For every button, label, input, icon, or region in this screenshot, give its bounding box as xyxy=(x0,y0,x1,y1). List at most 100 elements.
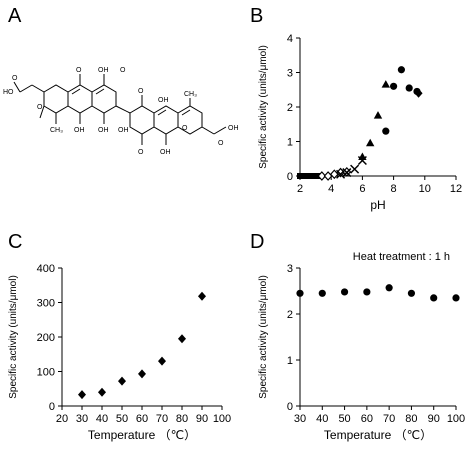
data-point-square xyxy=(300,173,307,179)
atom-o-bottom-1: O xyxy=(120,67,126,74)
data-point-diamond xyxy=(98,387,106,397)
y-tick-label: 3 xyxy=(287,263,293,275)
atom-ch3-right: CH₃ xyxy=(184,91,197,98)
chart-temperature-activity: 20 30 40 50 60 70 80 90 100 0 100 200 300 400 Tempera… xyxy=(8,263,232,442)
x-tick-label: 30 xyxy=(76,413,88,425)
x-tick-label: 70 xyxy=(156,413,168,425)
panel-label-d: D xyxy=(250,231,265,253)
data-point-diamond xyxy=(138,369,146,379)
x-tick-label: 12 xyxy=(450,183,462,195)
y-tick-label: 4 xyxy=(287,33,293,45)
atom-o-ring-left: O xyxy=(37,104,43,111)
chart-annotation: Heat treatment : 1 h xyxy=(353,251,450,263)
data-point-square xyxy=(303,173,310,179)
molecule-atom-labels: O OH OH OH O O O OH OH O HO O OH O CH₃ C… xyxy=(3,67,239,156)
x-tick-label: 80 xyxy=(176,413,188,425)
y-axis-label: Specific activity (units/μmol) xyxy=(258,45,269,169)
data-point-circle xyxy=(407,289,416,297)
data-point-diamond xyxy=(118,376,126,386)
data-point-circle xyxy=(318,289,326,297)
x-tick-label: 40 xyxy=(96,413,108,425)
data-point-circle xyxy=(385,284,393,292)
tick-group: 20 30 40 50 60 70 80 90 100 0 100 200 300 400 xyxy=(37,263,232,425)
x-tick-label: 30 xyxy=(294,413,306,425)
x-tick-label: 90 xyxy=(196,413,208,425)
panel-label-c: C xyxy=(8,231,23,253)
data-point-square xyxy=(297,173,303,179)
x-tick-label: 50 xyxy=(338,413,350,425)
x-tick-label: 2 xyxy=(297,183,303,195)
x-tick-label: 100 xyxy=(447,413,465,425)
atom-oh-2: OH xyxy=(98,127,109,134)
x-tick-label: 20 xyxy=(56,413,68,425)
molecule-structure: O OH OH OH O O O OH OH O HO O OH O CH₃ C… xyxy=(3,67,239,156)
chart-heat-stability: 30 40 50 60 70 80 90 100 0 1 2 3 Heat treatment : 1… xyxy=(258,251,465,442)
marks-group xyxy=(78,291,206,400)
data-point-square xyxy=(306,173,313,179)
x-tick-label: 100 xyxy=(213,413,231,425)
data-point-circle xyxy=(397,66,405,74)
atom-acid-right: OH xyxy=(228,125,239,132)
atom-o-ring-right: O xyxy=(182,125,188,132)
data-point-diamond-open xyxy=(317,171,327,181)
data-point-circle xyxy=(405,84,413,92)
atom-o-top-1: O xyxy=(76,67,82,74)
data-point-triangle xyxy=(381,80,390,88)
x-tick-label: 60 xyxy=(136,413,148,425)
atom-acid-right-o: O xyxy=(218,140,224,147)
y-tick-label: 3 xyxy=(287,68,293,80)
x-tick-label: 10 xyxy=(419,183,431,195)
x-tick-label: 50 xyxy=(116,413,128,425)
atom-oh-5: OH xyxy=(158,97,169,104)
y-tick-label: 0 xyxy=(49,401,55,413)
marks-group xyxy=(297,66,423,181)
y-tick-label: 2 xyxy=(287,309,293,321)
atom-o-bottom-2: O xyxy=(138,149,144,156)
atom-acid-left: HO xyxy=(3,89,14,96)
x-axis-label: Temperature （℃） xyxy=(88,428,196,442)
y-tick-label: 100 xyxy=(37,367,55,379)
data-point-diamond xyxy=(198,291,206,301)
data-point-circle xyxy=(296,289,304,297)
data-point-cross xyxy=(350,164,360,174)
data-point-square xyxy=(309,173,316,179)
data-point-diamond xyxy=(414,88,423,98)
panel-label-a: A xyxy=(8,5,22,27)
data-point-circle xyxy=(430,294,438,302)
data-point-circle xyxy=(382,127,390,135)
panel-label-b: B xyxy=(250,5,264,27)
y-tick-label: 1 xyxy=(287,137,293,149)
y-axis-label: Specific activity (units/μmol) xyxy=(8,275,19,399)
tick-group: 30 40 50 60 70 80 90 100 0 1 2 3 xyxy=(287,263,465,425)
x-axis-label: Temperature （℃） xyxy=(324,428,432,442)
atom-ch3-left: CH₃ xyxy=(50,127,63,134)
y-tick-label: 200 xyxy=(37,332,55,344)
x-tick-label: 70 xyxy=(383,413,395,425)
y-axis-label: Specific activity (units/μmol) xyxy=(258,275,269,399)
x-tick-label: 4 xyxy=(328,183,334,195)
atom-oh-6: OH xyxy=(118,127,129,134)
x-tick-label: 80 xyxy=(405,413,417,425)
y-tick-label: 2 xyxy=(287,102,293,114)
y-tick-label: 300 xyxy=(37,298,55,310)
data-point-circle xyxy=(363,288,371,296)
data-point-square xyxy=(312,173,319,179)
atom-oh-4: OH xyxy=(160,149,171,156)
data-point-triangle xyxy=(366,138,375,147)
data-point-triangle xyxy=(358,152,367,161)
x-tick-label: 6 xyxy=(359,183,365,195)
data-point-circle xyxy=(452,294,460,302)
data-point-triangle xyxy=(373,111,383,119)
atom-acid-left-o: O xyxy=(12,75,18,82)
molecule-bonds xyxy=(13,74,227,145)
atom-oh-1: OH xyxy=(98,67,109,74)
y-tick-label: 0 xyxy=(287,171,293,183)
x-tick-label: 60 xyxy=(361,413,373,425)
data-point-cross xyxy=(342,168,352,178)
atom-o-top-2: O xyxy=(138,88,144,95)
data-point-circle xyxy=(390,82,398,90)
data-point-diamond xyxy=(178,334,186,344)
data-point-circle xyxy=(340,288,349,296)
